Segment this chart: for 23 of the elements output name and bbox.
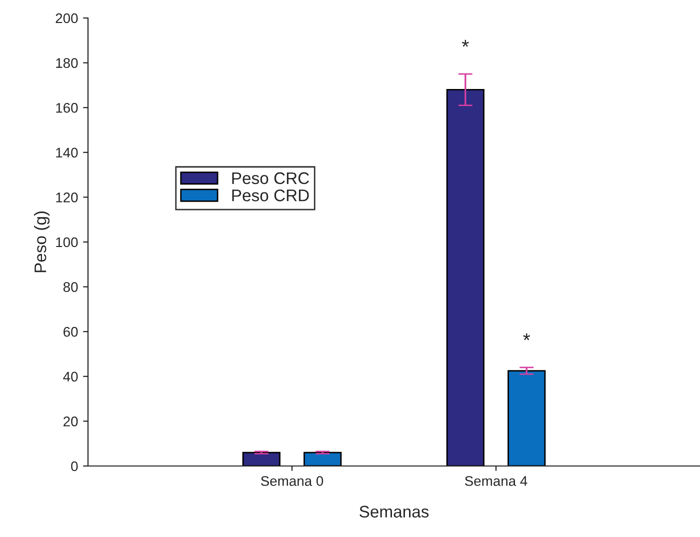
y-tick-label: 40	[63, 372, 78, 382]
y-tick-label: 200	[56, 13, 78, 24]
y-tick-label: 60	[64, 326, 78, 337]
x-axis-title: Semanas	[360, 506, 429, 518]
bar	[446, 88, 484, 466]
y-tick-label: 120	[56, 192, 78, 202]
bar	[304, 452, 342, 466]
annotation: *	[523, 333, 530, 340]
legend-label: Peso CRD	[232, 190, 309, 202]
y-tick-label: 0	[71, 461, 78, 472]
annotation: *	[462, 40, 469, 47]
x-tick-label: Semana 0	[260, 476, 324, 486]
x-tick-label: Semana 4	[464, 476, 528, 486]
legend-label: Peso CRC	[232, 172, 309, 184]
y-tick-label: 180	[56, 58, 78, 68]
y-tick-label: 20	[64, 416, 78, 426]
y-axis-title: Peso (g)	[34, 212, 50, 272]
bar	[242, 452, 280, 466]
bar	[508, 370, 546, 466]
y-tick-label: 100	[56, 237, 78, 248]
y-tick-label: 160	[56, 102, 78, 113]
y-tick-label: 80	[63, 282, 78, 292]
y-tick-label: 140	[56, 148, 78, 158]
